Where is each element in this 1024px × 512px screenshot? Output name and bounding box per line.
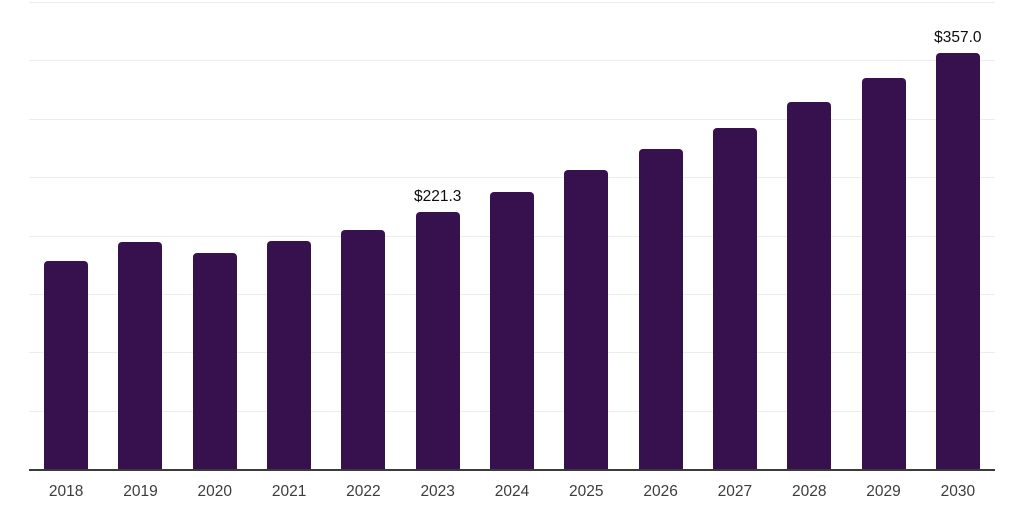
x-tick-label-2025: 2025 (569, 483, 604, 500)
grid-line (29, 118, 995, 120)
bar-2021 (267, 241, 312, 470)
bar-2029 (861, 77, 906, 470)
grid-line (29, 2, 995, 3)
bar-2030 (935, 53, 980, 470)
bar-value-label-2030: $357.0 (934, 29, 982, 47)
grid-line (29, 60, 995, 62)
bar-2018 (44, 261, 89, 470)
bar-2028 (787, 102, 832, 470)
x-tick-label-2020: 2020 (197, 483, 232, 500)
x-tick-label-2023: 2023 (420, 483, 455, 500)
x-tick-label-2021: 2021 (271, 483, 307, 500)
bar-2022 (341, 229, 386, 470)
x-tick-label-2022: 2022 (346, 483, 381, 500)
bar-2024 (490, 192, 534, 470)
x-tick-label-2030: 2030 (940, 483, 976, 500)
x-tick-label-2026: 2026 (643, 483, 678, 500)
x-tick-label-2018: 2018 (48, 483, 84, 500)
x-tick-label-2029: 2029 (866, 483, 901, 500)
bar-2019 (118, 242, 163, 470)
grid-line (29, 177, 995, 179)
bar-2020 (192, 252, 237, 470)
x-tick-label-2028: 2028 (791, 483, 827, 500)
bar-2023 (415, 211, 460, 470)
x-tick-label-2024: 2024 (494, 483, 530, 500)
x-tick-label-2027: 2027 (717, 483, 753, 500)
x-axis-line (29, 469, 995, 471)
bar-2025 (564, 169, 609, 470)
plot-area: $221.3 $357.0 (29, 0, 995, 471)
bar-2026 (638, 148, 683, 470)
bar-value-label-2023: $221.3 (413, 187, 462, 205)
x-tick-label-2019: 2019 (123, 483, 158, 500)
bar-2027 (712, 127, 757, 470)
